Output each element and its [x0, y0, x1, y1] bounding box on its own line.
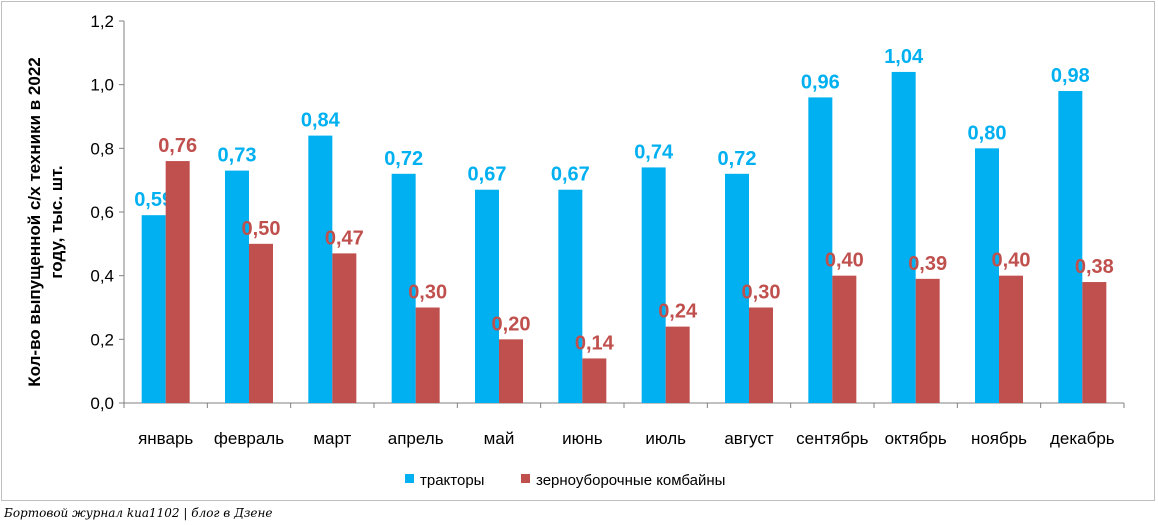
x-tick-label: апрель: [388, 429, 444, 448]
bar-combines: [749, 307, 773, 403]
data-label: 0,67: [551, 164, 590, 186]
x-tick-label: март: [313, 429, 351, 448]
bar-tractors: [891, 71, 916, 403]
x-tick-label: ноябрь: [971, 429, 1027, 448]
data-label: 0,76: [158, 135, 197, 157]
legend-label-combines: зерноуборочные комбайны: [536, 472, 725, 489]
data-label: 0,98: [1051, 65, 1090, 87]
data-label: 1,04: [884, 46, 924, 68]
bar-tractors: [1058, 91, 1083, 404]
data-label: 0,40: [992, 250, 1031, 272]
data-label: 0,38: [1075, 256, 1114, 278]
data-label: 0,67: [468, 164, 507, 186]
bar-tractors: [475, 189, 499, 403]
y-tick-label: 1,0: [90, 76, 114, 95]
x-tick-label: июнь: [562, 429, 603, 448]
x-tick-label: май: [484, 429, 515, 448]
y-tick-label: 0,2: [90, 330, 114, 349]
x-tick-label: июль: [645, 429, 686, 448]
bar-combines: [165, 161, 190, 403]
data-label: 0,47: [325, 227, 364, 249]
y-axis-title: Кол-во выпущенной с/х техники в 2022: [25, 57, 44, 386]
bar-tractors: [641, 167, 666, 403]
x-tick-label: октябрь: [885, 429, 947, 448]
x-tick-label: январь: [138, 429, 193, 448]
bar-combines: [249, 243, 273, 403]
bar-tractors: [141, 215, 166, 403]
data-label: 0,80: [968, 122, 1007, 144]
bar-chart: 0,0 0,2 0,4 0,6 0,8 1,0 1,2 январь февраль март ап…: [25, 12, 1125, 489]
chart-frame: [1, 1, 1155, 501]
bar-combines: [415, 307, 440, 403]
x-tick-label: февраль: [214, 429, 284, 448]
x-tick-label: сентябрь: [796, 429, 869, 448]
bar-tractors: [558, 189, 583, 403]
bar-combines: [999, 275, 1023, 403]
y-tick-label: 0,0: [90, 394, 114, 413]
bar-combines: [665, 326, 690, 403]
data-label: 0,40: [825, 250, 864, 272]
data-label: 0,73: [218, 145, 257, 167]
data-label: 0,72: [718, 148, 757, 170]
data-label: 0,50: [242, 218, 281, 240]
bar-combines: [499, 339, 523, 403]
bar-tractors: [725, 173, 749, 403]
bar-combines: [332, 253, 357, 403]
legend-swatch-combines: [521, 474, 530, 483]
y-tick-label: 0,6: [90, 203, 114, 222]
data-label: 0,96: [801, 71, 840, 93]
bar-combines: [915, 278, 940, 403]
bar-tractors: [975, 148, 999, 403]
legend-label-tractors: тракторы: [420, 472, 484, 489]
data-label: 0,20: [492, 313, 531, 335]
data-label: 0,24: [658, 301, 698, 323]
y-axis-title-line2: году, тыс. шт.: [47, 165, 66, 278]
data-label: 0,84: [301, 110, 341, 132]
bar-combines: [832, 275, 857, 403]
data-label: 0,74: [634, 141, 674, 163]
bar-combines: [1082, 282, 1107, 403]
x-tick-label: август: [724, 429, 773, 448]
y-tick-label: 1,2: [90, 12, 114, 31]
bar-tractors: [308, 135, 333, 403]
bar-tractors: [808, 97, 833, 404]
y-tick-label: 0,8: [90, 139, 114, 158]
bar-tractors: [225, 170, 249, 403]
data-label: 0,30: [742, 282, 781, 304]
legend-swatch-tractors: [405, 474, 414, 483]
data-label: 0,72: [384, 148, 423, 170]
x-tick-label: декабрь: [1050, 429, 1115, 448]
data-label: 0,14: [575, 332, 615, 354]
bar-combines: [582, 358, 607, 403]
y-tick-label: 0,4: [90, 267, 114, 286]
footer-credit: Бортовой журнал kua1102 | блог в Дзене: [4, 506, 273, 520]
data-label: 0,30: [408, 282, 447, 304]
bar-tractors: [391, 173, 416, 403]
data-label: 0,39: [908, 253, 947, 275]
data-label: 0,59: [134, 189, 173, 211]
